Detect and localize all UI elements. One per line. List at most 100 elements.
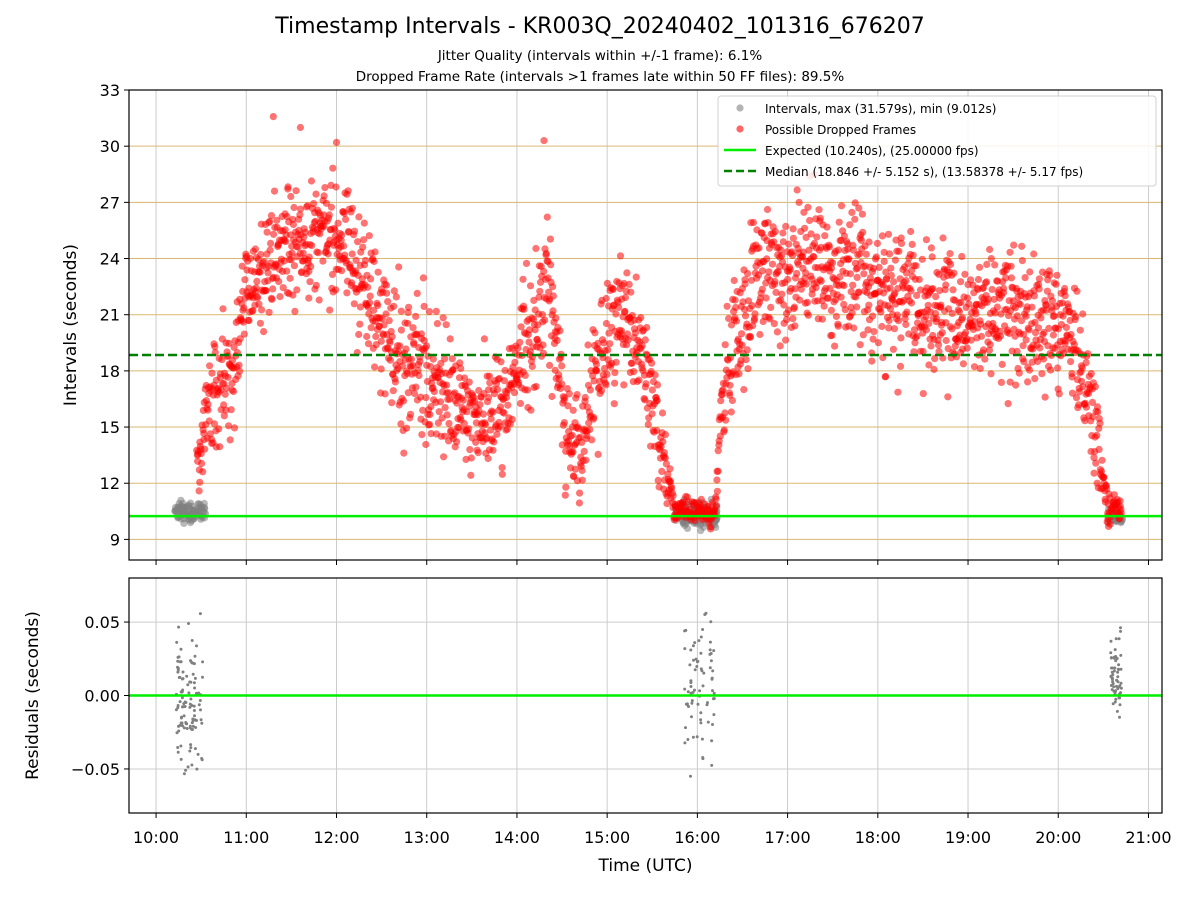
legend-marker-dropped [736,125,744,133]
residual-point [199,718,203,722]
dropped-frame-point [890,278,898,286]
dropped-frame-point [918,255,926,263]
dropped-frame-point [1018,257,1026,265]
residual-point [182,714,186,718]
residual-point [1109,651,1113,655]
residual-point [693,668,697,672]
dropped-frame-point [1043,287,1051,295]
dropped-frame-point [909,251,917,259]
bottom-xtick-label: 16:00 [674,828,720,847]
dropped-frame-point [288,249,296,257]
dropped-frame-point [919,390,927,398]
dropped-frame-point [827,306,836,314]
bottom-ytick-label: 0.00 [84,687,120,706]
dropped-frame-point [206,362,214,370]
dropped-frame-point [877,308,885,316]
dropped-frame-point [611,369,619,377]
dropped-frame-point [479,410,487,418]
residual-point [191,724,195,728]
dropped-frame-point [741,280,749,288]
interval-point [194,500,202,508]
dropped-frame-point [630,368,638,376]
dropped-frame-point [590,377,598,385]
dropped-frame-point [540,137,548,145]
dropped-frame-point [887,264,895,272]
dropped-frame-point [621,307,629,316]
dropped-frame-point [836,273,844,281]
dropped-frame-point [825,243,834,251]
dropped-frame-point [270,230,278,238]
dropped-frame-point [312,281,320,289]
dropped-frame-point [1095,445,1103,453]
residual-point [1117,637,1121,641]
dropped-frame-point [419,274,427,282]
dropped-frame-point [253,277,261,285]
dropped-frame-point [382,281,390,289]
dropped-frame-point [738,341,746,349]
dropped-frame-point [847,303,855,311]
dropped-frame-point [772,288,780,296]
residual-point [703,613,707,616]
dropped-frame-point [269,113,277,121]
residual-point [693,688,696,692]
dropped-frame-point [467,471,475,479]
dropped-frame-point [560,419,569,427]
dropped-frame-point [1007,262,1015,270]
dropped-frame-point [497,358,505,366]
dropped-frame-point [201,445,209,453]
dropped-frame-point [266,217,274,225]
dropped-frame-point [332,286,340,294]
dropped-frame-point [907,227,915,236]
residual-point [712,697,716,700]
residual-point [708,666,712,670]
dropped-frame-point [291,307,299,315]
residual-point [691,644,695,648]
dropped-frame-point [1047,366,1055,374]
dropped-frame-point [241,276,249,284]
dropped-frame-point [912,262,920,270]
dropped-frame-point [426,363,435,371]
residual-point [200,721,204,725]
bottom-ylabel: Residuals (seconds) [23,611,43,780]
dropped-frame-point [484,454,492,463]
dropped-frame-point [653,381,662,389]
dropped-frame-point [609,285,617,294]
dropped-frame-point [342,215,350,223]
dropped-frame-point [286,274,294,282]
dropped-frame-point [556,327,564,335]
dropped-frame-point [955,308,964,316]
dropped-frame-point [739,298,747,306]
dropped-frame-point [371,363,379,371]
residual-point [180,715,183,719]
dropped-frame-point [867,278,875,287]
dropped-frame-point [310,200,318,208]
dropped-frame-point [1062,323,1070,331]
dropped-frame-point [422,394,430,402]
dropped-frame-point [1106,520,1114,528]
dropped-frame-point [404,319,412,327]
residual-point [178,700,182,704]
dropped-frame-point [648,359,656,367]
residual-point [1119,653,1123,657]
dropped-frame-point [922,236,931,244]
dropped-frame-point [1068,373,1076,381]
residual-point [1119,686,1123,690]
dropped-frame-point [1089,413,1097,421]
dropped-frame-point [1035,275,1043,283]
dropped-frame-point [541,316,549,324]
dropped-frame-point [314,249,322,257]
dropped-frame-point [412,383,420,391]
dropped-frame-point [742,356,750,364]
dropped-frame-point [399,397,408,405]
residual-point [1113,690,1117,694]
dropped-frame-point [1030,250,1038,258]
dropped-frame-point [749,218,758,227]
dropped-frame-point [1117,509,1125,517]
dropped-frame-point [638,341,646,350]
dropped-frame-point [415,371,423,380]
dropped-frame-point [503,425,511,433]
residual-point [179,660,183,664]
dropped-frame-point [340,209,348,217]
dropped-frame-point [743,346,751,354]
dropped-frame-point [851,215,859,223]
